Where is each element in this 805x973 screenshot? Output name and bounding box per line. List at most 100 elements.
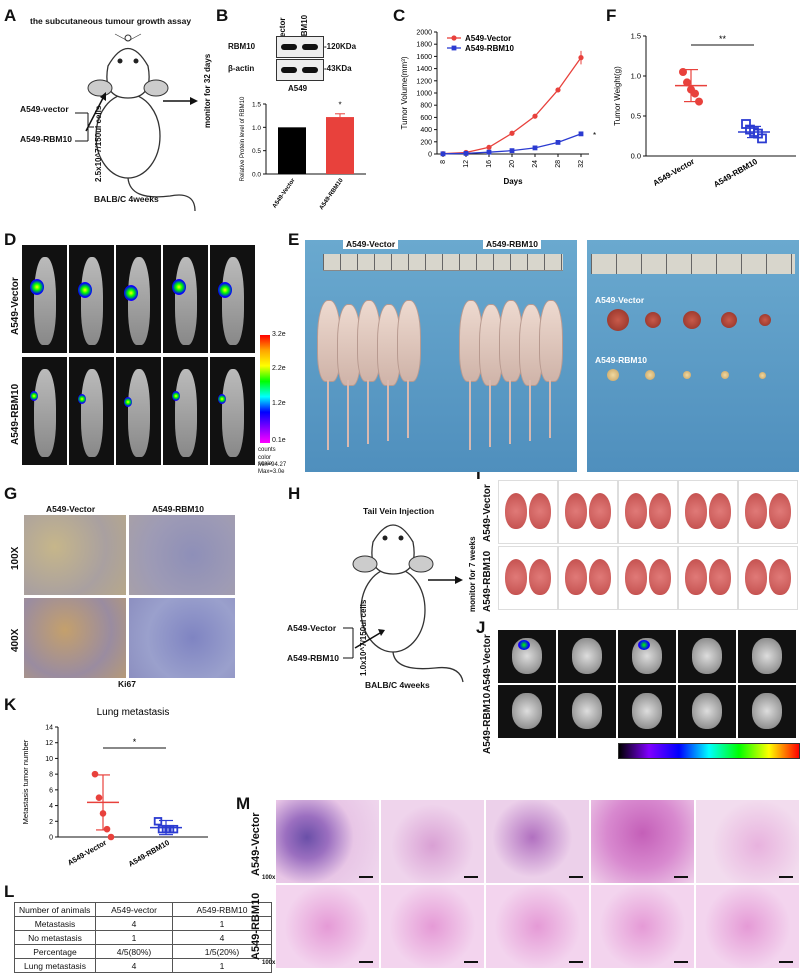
legend-marker [451, 35, 457, 41]
e-ruler [323, 254, 563, 271]
metastasis-table: Number of animals A549-vector A549-RBM10… [14, 902, 272, 973]
y-tick-label: 8 [49, 772, 53, 779]
d-counts: counts [258, 447, 276, 453]
data-point [486, 144, 492, 150]
x-tick-label: A549-Vector [272, 177, 297, 209]
panel-label-b: B [216, 6, 229, 25]
mouse-silhouette [128, 369, 150, 457]
x-tick-label: 8 [440, 160, 447, 164]
tumour [759, 314, 771, 326]
lung-lobe [649, 493, 671, 529]
histology-image [276, 800, 379, 883]
lung-lobe [529, 493, 551, 529]
panel-label-i: I [476, 464, 481, 483]
y-tick-label: 400 [420, 127, 432, 134]
y-tick-label: 1000 [416, 91, 432, 98]
data-point [153, 817, 163, 826]
scale-bar [674, 961, 688, 963]
data-point [486, 149, 492, 155]
scale-bar [674, 876, 688, 878]
ivis-image [163, 245, 208, 353]
g-img-1 [24, 515, 126, 595]
h-group1: A549-Vector [287, 623, 337, 633]
y-tick-label: 0.5 [252, 148, 261, 155]
lung-photo [558, 546, 618, 610]
lung-photo [618, 480, 678, 544]
y-axis-label: Tumor Volume(mm³) [400, 56, 409, 129]
y-tick-label: 1.0 [631, 72, 641, 81]
mouse-tail [367, 380, 369, 444]
lung-silhouette [692, 638, 722, 674]
lung-lobe [589, 559, 611, 595]
panel-label-l: L [4, 882, 15, 901]
m-mag2: 100x [262, 960, 276, 966]
g-col2: A549-RBM10 [152, 504, 204, 514]
x-tick-label: 24 [532, 160, 539, 168]
blot-row-rbm10: RBM10 [228, 42, 256, 51]
mouse-tail [387, 380, 389, 441]
e-tlabel2: A549-RBM10 [595, 355, 647, 365]
x-tick-label: 32 [578, 160, 585, 168]
h-title: Tail Vein Injection [363, 506, 435, 516]
g-stain: Ki67 [118, 679, 136, 689]
y-tick-label: 1600 [416, 54, 432, 61]
panel-g: A549-Vector A549-RBM10 100X 400X Ki67 [8, 498, 240, 689]
histology-image [381, 800, 484, 883]
ivis-image [210, 357, 255, 465]
blot-kda2: -43KDa [324, 64, 352, 73]
photo-e-mice: A549-Vector A549-RBM10 [305, 240, 577, 472]
mouse-tail [549, 380, 551, 438]
lung-photo [498, 480, 558, 544]
tumour [683, 371, 691, 379]
y-tick-label: 10 [45, 756, 53, 763]
lung-lobe [565, 559, 587, 595]
h-strain: BALB/C 4weeks [365, 680, 430, 690]
x-tick-label: A549-RBM10 [127, 838, 171, 869]
mouse-silhouette [222, 257, 244, 345]
fluorescence-image [558, 630, 616, 683]
panel-a-strain: BALB/C 4weeks [94, 194, 159, 204]
data-point [103, 825, 111, 833]
panel-b: Vector RBM10 RBM10 β-actin -120KDa -43KD… [218, 4, 388, 224]
panel-label-c: C [393, 6, 406, 25]
g-img-4 [129, 598, 235, 678]
lung-silhouette [752, 638, 782, 674]
lung-lobe [769, 559, 791, 595]
scale-bar [569, 961, 583, 963]
y-tick-label: 600 [420, 115, 432, 122]
panel-label-a: A [4, 6, 17, 25]
data-point [107, 833, 115, 841]
mouse-silhouette [175, 369, 197, 457]
bioluminescence-signal [30, 279, 44, 295]
y-tick-label: 800 [420, 103, 432, 110]
y-tick-label: 1200 [416, 78, 432, 85]
histology-image [381, 885, 484, 968]
data-point [683, 78, 691, 87]
bioluminescence-signal [172, 391, 180, 401]
table-cell: 4 [95, 916, 173, 931]
lung-lobe [529, 559, 551, 595]
lung-photo [498, 546, 558, 610]
ivis-image [116, 357, 161, 465]
ivis-image [163, 357, 208, 465]
ivis-image [22, 357, 67, 465]
table-header-row: Number of animals A549-vector A549-RBM10 [14, 902, 272, 917]
y-tick-label: 12 [45, 740, 53, 747]
data-point [91, 770, 99, 778]
y-tick-label: 1.0 [252, 125, 261, 132]
mouse-silhouette [81, 369, 103, 457]
lung-photo [738, 480, 798, 544]
data-point [440, 151, 446, 157]
panel-l: Number of animals A549-vector A549-RBM10… [14, 902, 272, 973]
bioluminescence-signal [124, 397, 132, 407]
histology-image [276, 885, 379, 968]
table-row: Metastasis 4 1 [14, 916, 272, 931]
h-cells: 1.0x10^7/150ul cells [359, 599, 368, 676]
y-tick-label: 4 [49, 803, 53, 810]
mouse-diagram-a [75, 33, 198, 212]
ivis-image [116, 245, 161, 353]
bioluminescence-signal [218, 394, 226, 404]
ivis-image [210, 245, 255, 353]
lung-lobe [505, 559, 527, 595]
bioluminescence-signal [30, 391, 38, 401]
